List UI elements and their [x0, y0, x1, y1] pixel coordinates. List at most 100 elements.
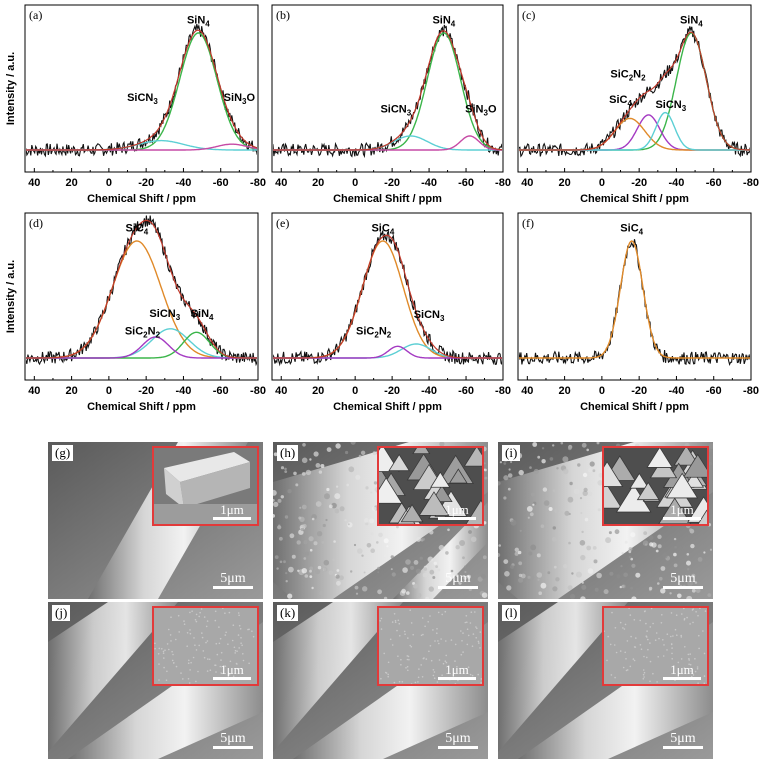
peak-label-SiCN3: SiCN3 [380, 104, 411, 118]
plot-area [26, 215, 257, 367]
nmr-panel: (c) 40 20 0 -20 -40 -60 -80 Chemical Shift / ppm… [517, 4, 759, 205]
inset-scale-line [438, 517, 476, 520]
scale-line [438, 586, 478, 589]
x-tick-label: 20 [65, 177, 77, 189]
x-tick-label: 20 [558, 385, 570, 397]
x-tick-label: -60 [213, 385, 229, 397]
x-axis-label: Chemical Shift / ppm [333, 193, 442, 205]
x-tick-label: -80 [495, 385, 511, 397]
peak-label-SiCN3: SiCN3 [414, 309, 445, 323]
panel-label: (a) [29, 8, 42, 22]
inset-scale-bar: 1μm [213, 663, 251, 680]
nmr-spectra-figure: (a) 40 20 0 -20 -40 -60 -80 Chemical Shift / ppm… [5, 4, 759, 413]
x-tick-label: 40 [28, 177, 40, 189]
inset-scale-line [663, 677, 701, 680]
sem-panel: (k) 1μm 5μm [273, 602, 488, 759]
experimental-trace [26, 215, 257, 367]
x-tick-label: -60 [458, 177, 474, 189]
x-tick-label: -20 [631, 177, 647, 189]
peak-label-SiC2N2: SiC2N2 [610, 68, 646, 82]
x-tick-label: -60 [706, 177, 722, 189]
experimental-trace [273, 24, 502, 159]
x-tick-label: -40 [668, 385, 684, 397]
inset-scale-bar: 1μm [663, 503, 701, 520]
peak-label-SiN4: SiN4 [432, 15, 455, 29]
x-tick-label: -20 [384, 385, 400, 397]
sem-inset: 1μm [377, 446, 484, 526]
plot-frame [517, 4, 752, 173]
peak-label-SiC4: SiC4 [620, 223, 643, 237]
scale-label: 5μm [220, 571, 246, 586]
nmr-panel: (e) 40 20 0 -20 -40 -60 -80 Chemical Shift / ppm… [271, 212, 511, 413]
peak-label-SiCN3: SiCN3 [149, 308, 180, 322]
fit-component-SiC4 [273, 240, 502, 359]
x-tick-label: -40 [175, 177, 191, 189]
fit-component-SiN4 [519, 32, 750, 151]
sem-inset: 1μm [377, 606, 484, 686]
panel-label: (e) [276, 216, 289, 230]
fit-component-SiC2N2 [26, 336, 257, 359]
sem-inset: 1μm [602, 606, 709, 686]
nmr-panel: (b) 40 20 0 -20 -40 -60 -80 Chemical Shift / ppm… [271, 4, 511, 205]
fit-envelope [519, 31, 750, 151]
scale-bar: 5μm [438, 571, 478, 589]
x-axis-label: Chemical Shift / ppm [580, 193, 689, 205]
nmr-panel: (d) 40 20 0 -20 -40 -60 -80 Chemical Shift / ppm… [5, 212, 266, 413]
sem-inset: 1μm [152, 446, 259, 526]
x-tick-label: 20 [558, 177, 570, 189]
sem-panel: (g) 1μm 5μm [48, 442, 263, 599]
x-tick-label: 0 [352, 385, 358, 397]
fit-component-SiC4 [26, 240, 257, 359]
inset-scale-bar: 1μm [438, 663, 476, 680]
plot-frame [517, 212, 752, 381]
x-tick-label: 40 [275, 385, 287, 397]
fit-envelope [273, 30, 502, 151]
fit-component-SiC4 [519, 240, 750, 359]
plot-area [519, 26, 750, 158]
plot-area [273, 230, 502, 367]
x-axis-label: Chemical Shift / ppm [580, 401, 689, 413]
x-tick-label: -20 [138, 177, 154, 189]
plot-frame [24, 212, 259, 381]
fit-envelope [26, 29, 257, 151]
nmr-panel: (f) 40 20 0 -20 -40 -60 -80 Chemical Shift / ppm… [517, 212, 759, 413]
experimental-trace [26, 23, 257, 158]
x-tick-label: -60 [458, 385, 474, 397]
x-axis-label: Chemical Shift / ppm [333, 401, 442, 413]
inset-scale-bar: 1μm [213, 503, 251, 520]
peak-label-SiC4: SiC4 [371, 223, 394, 237]
x-tick-label: -20 [384, 177, 400, 189]
x-tick-label: -20 [631, 385, 647, 397]
x-tick-label: 0 [106, 177, 112, 189]
peak-label-SiCN3: SiCN3 [655, 99, 686, 113]
inset-scale-label: 1μm [670, 502, 694, 517]
scale-line [663, 746, 703, 749]
scale-line [213, 746, 253, 749]
experimental-trace [519, 26, 750, 158]
fit-envelope [26, 219, 257, 359]
peak-label-SiCN3: SiCN3 [127, 92, 158, 106]
inset-scale-bar: 1μm [663, 663, 701, 680]
inset-scale-label: 1μm [220, 502, 244, 517]
plot-area [273, 24, 502, 159]
scale-bar: 5μm [213, 571, 253, 589]
peak-label-SiN3O: SiN3O [224, 92, 256, 106]
scale-label: 5μm [670, 571, 696, 586]
x-tick-label: 40 [275, 177, 287, 189]
experimental-trace [519, 239, 750, 366]
peak-label-SiC2N2: SiC2N2 [356, 326, 392, 340]
sem-inset: 1μm [602, 446, 709, 526]
x-tick-label: -40 [421, 385, 437, 397]
peak-label-SiN3O: SiN3O [465, 104, 497, 118]
scale-bar: 5μm [663, 571, 703, 589]
x-tick-label: 40 [521, 177, 533, 189]
x-tick-label: 40 [28, 385, 40, 397]
peak-label-SiC2N2: SiC2N2 [125, 326, 161, 340]
sem-inset: 1μm [152, 606, 259, 686]
plot-area [519, 239, 750, 366]
nmr-panel: (a) 40 20 0 -20 -40 -60 -80 Chemical Shift / ppm… [5, 4, 266, 205]
x-tick-label: -80 [743, 177, 759, 189]
x-tick-label: -60 [213, 177, 229, 189]
x-tick-label: 20 [65, 385, 77, 397]
x-axis-label: Chemical Shift / ppm [87, 401, 196, 413]
